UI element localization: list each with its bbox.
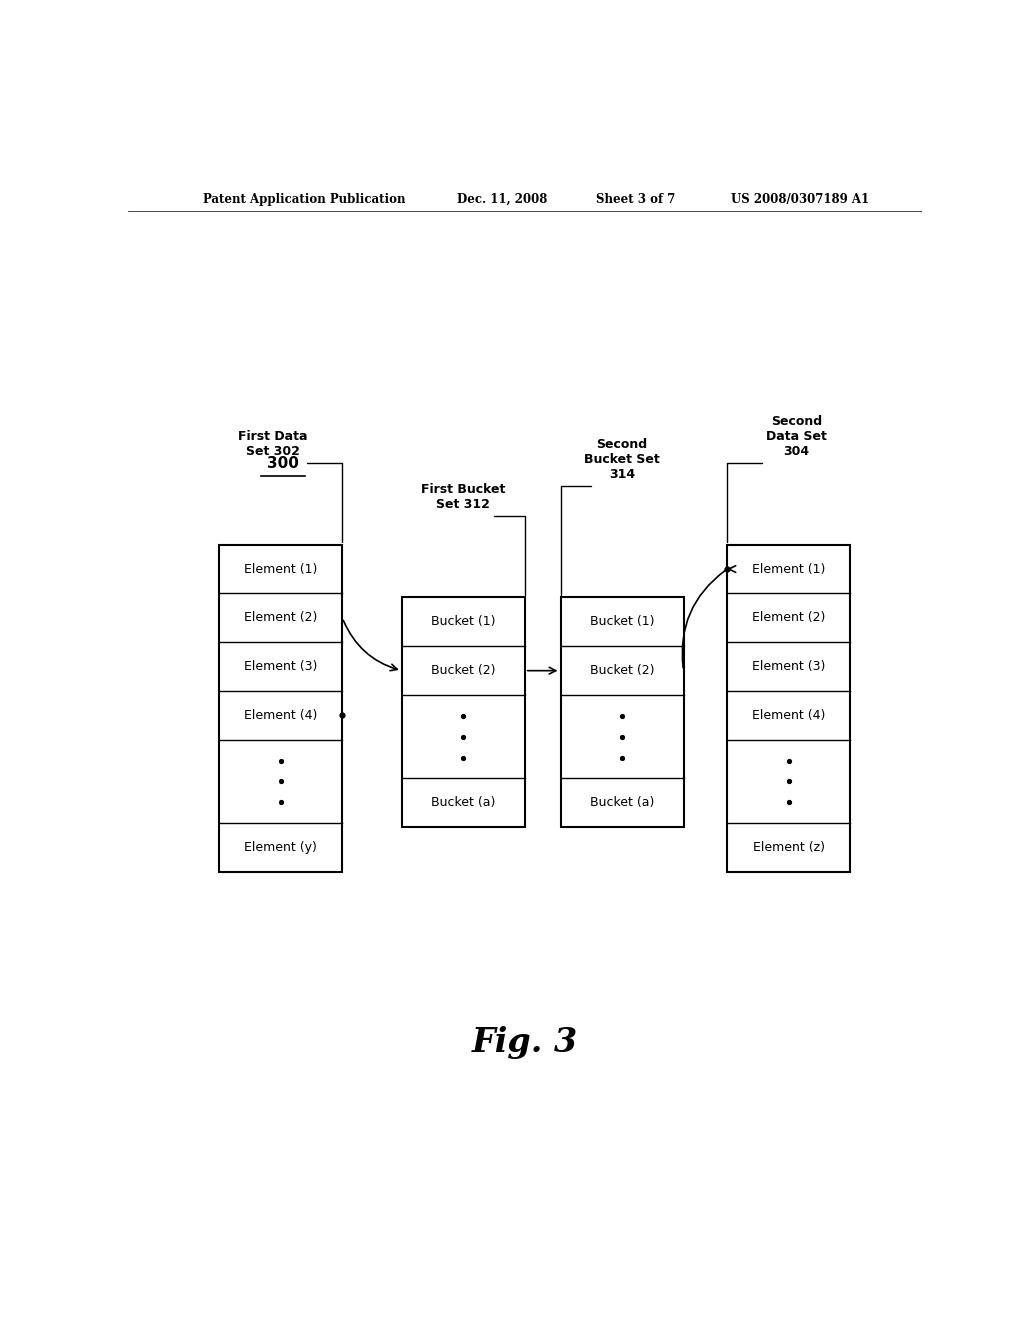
Text: Bucket (a): Bucket (a) xyxy=(431,796,496,809)
Text: Element (1): Element (1) xyxy=(244,562,317,576)
Text: Bucket (2): Bucket (2) xyxy=(590,664,654,677)
Text: 300: 300 xyxy=(267,455,299,471)
Text: Sheet 3 of 7: Sheet 3 of 7 xyxy=(596,193,676,206)
Text: Second
Bucket Set
314: Second Bucket Set 314 xyxy=(584,438,659,480)
Text: Bucket (1): Bucket (1) xyxy=(590,615,654,628)
Text: Element (2): Element (2) xyxy=(244,611,317,624)
Text: First Data
Set 302: First Data Set 302 xyxy=(239,430,307,458)
Text: Element (1): Element (1) xyxy=(752,562,825,576)
Text: Second
Data Set
304: Second Data Set 304 xyxy=(766,416,827,458)
Bar xyxy=(219,545,342,873)
Text: Bucket (2): Bucket (2) xyxy=(431,664,496,677)
Text: Fig. 3: Fig. 3 xyxy=(472,1026,578,1059)
Text: First Bucket
Set 312: First Bucket Set 312 xyxy=(421,483,506,511)
Bar xyxy=(560,598,684,828)
Text: Bucket (a): Bucket (a) xyxy=(590,796,654,809)
Text: Element (z): Element (z) xyxy=(753,841,824,854)
Text: Patent Application Publication: Patent Application Publication xyxy=(204,193,406,206)
Text: Element (2): Element (2) xyxy=(752,611,825,624)
Text: Element (4): Element (4) xyxy=(752,709,825,722)
Text: Element (3): Element (3) xyxy=(244,660,317,673)
Text: Element (y): Element (y) xyxy=(245,841,317,854)
Text: Bucket (1): Bucket (1) xyxy=(431,615,496,628)
Bar xyxy=(401,598,524,828)
Text: Element (3): Element (3) xyxy=(752,660,825,673)
Bar xyxy=(727,545,850,873)
Text: Element (4): Element (4) xyxy=(244,709,317,722)
Text: US 2008/0307189 A1: US 2008/0307189 A1 xyxy=(731,193,869,206)
Text: Dec. 11, 2008: Dec. 11, 2008 xyxy=(458,193,548,206)
